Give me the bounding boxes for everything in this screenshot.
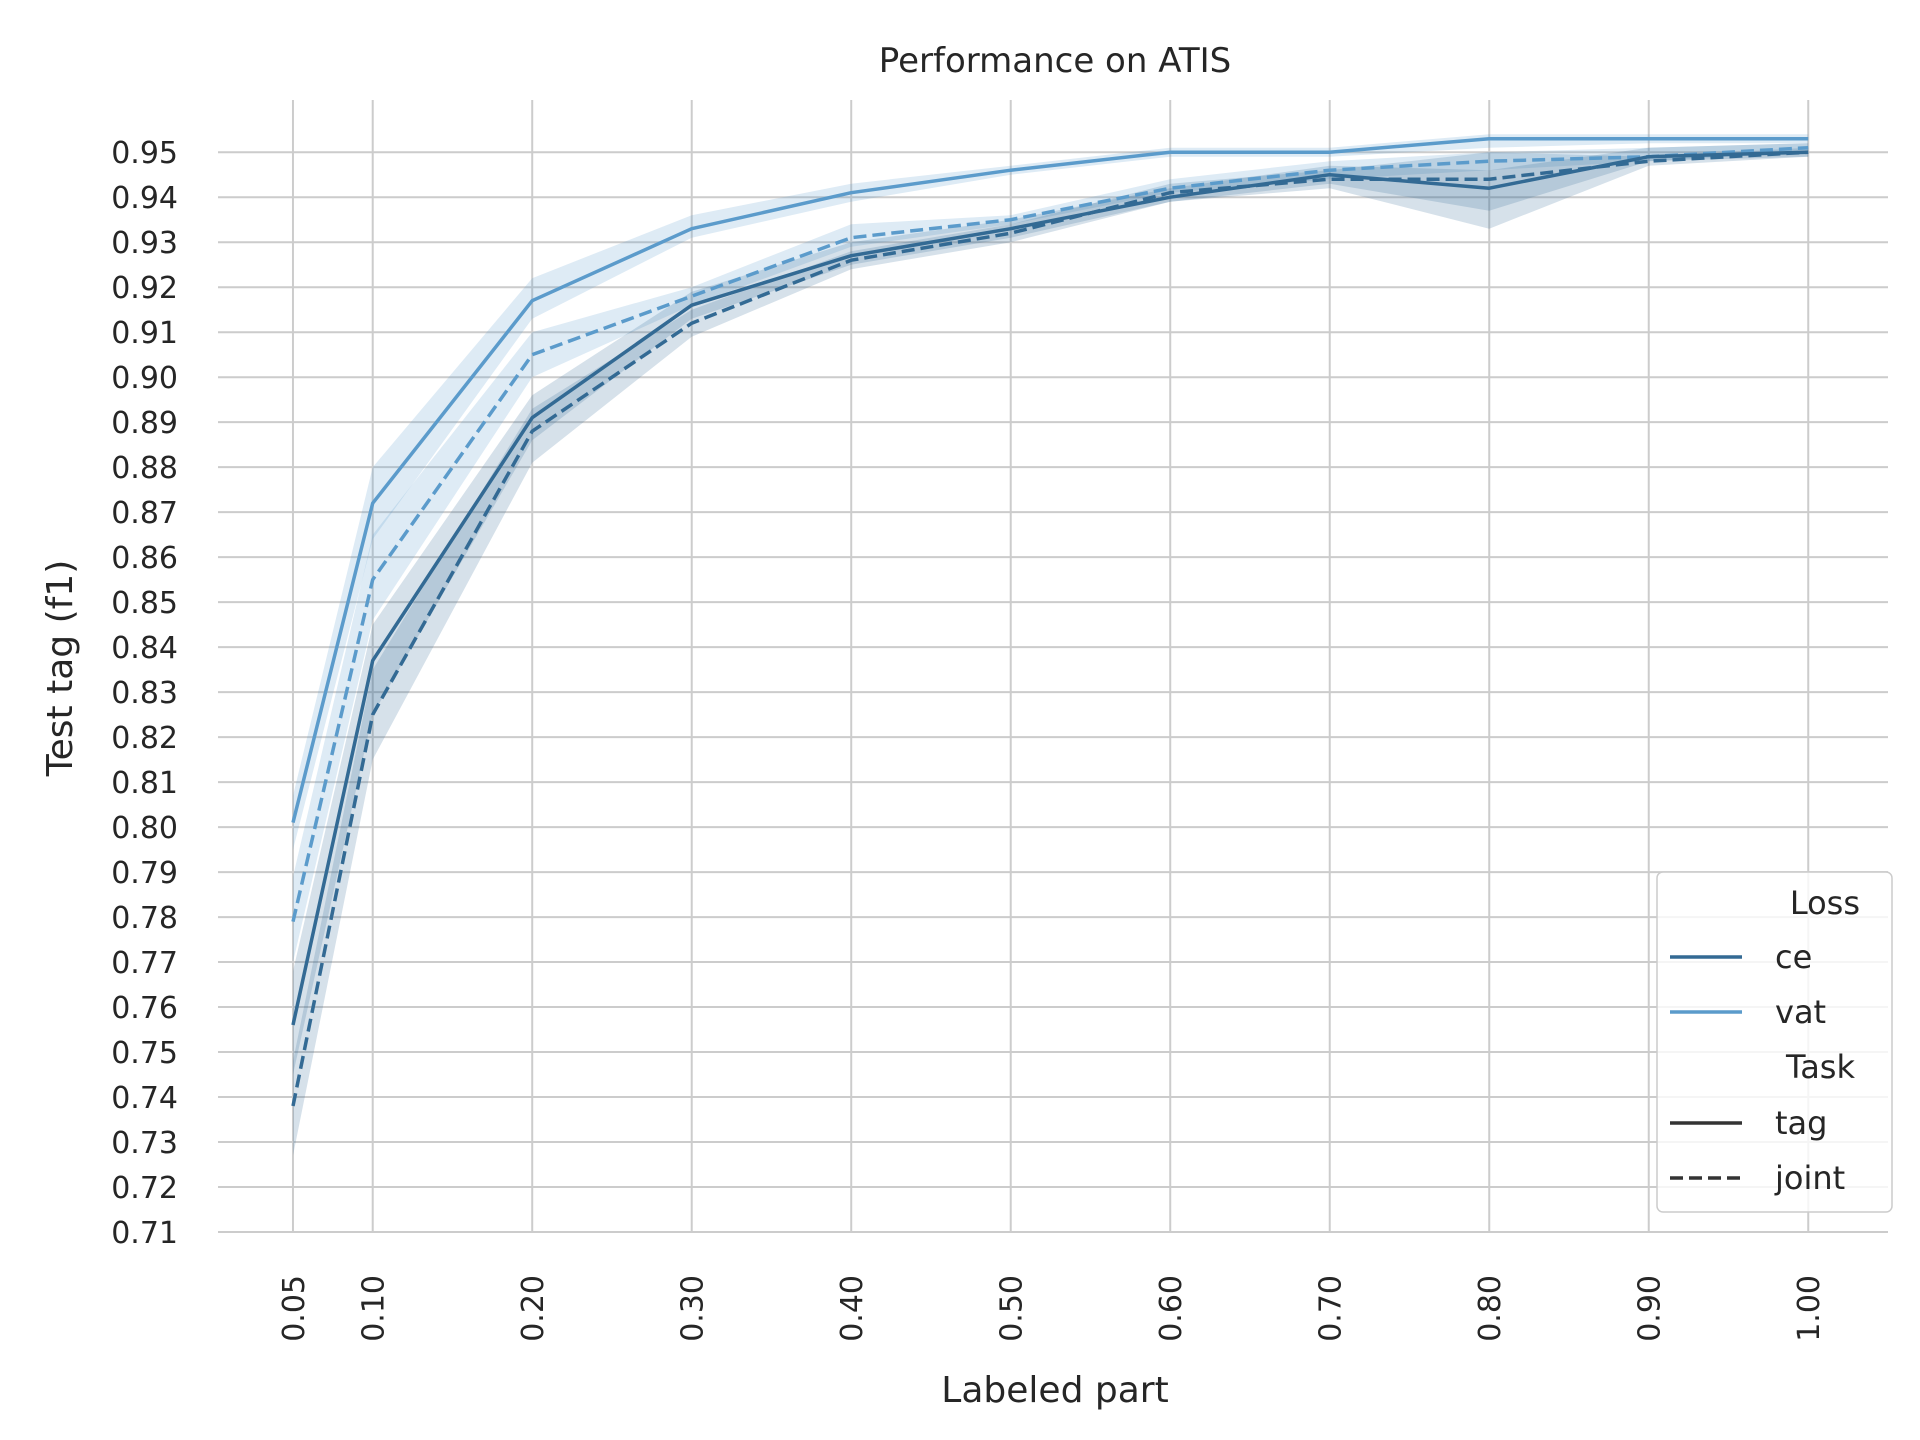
legend-title-task: Task (1785, 1048, 1856, 1086)
y-tick-label: 0.82 (111, 721, 178, 756)
y-tick-label: 0.71 (111, 1216, 178, 1251)
series-line-vat-tag (291, 136, 1809, 824)
x-tick-label: 0.05 (277, 1275, 312, 1342)
y-tick-label: 0.86 (111, 541, 178, 576)
x-tick-label: 0.70 (1314, 1275, 1349, 1342)
y-tick-label: 0.87 (111, 496, 178, 531)
series-line-ce-tag (291, 150, 1809, 1026)
x-tick-label: 0.40 (835, 1275, 870, 1342)
y-tick-label: 0.94 (111, 181, 178, 216)
x-tick-label: 0.30 (676, 1275, 711, 1342)
series-line-vat-joint (291, 145, 1809, 922)
y-tick-label: 0.74 (111, 1081, 178, 1116)
x-axis-title: Labeled part (941, 1370, 1168, 1411)
legend-label-joint: joint (1774, 1159, 1845, 1197)
x-axis-ticks: 0.05 0.10 0.20 0.30 0.40 0.50 0.60 0.70 0.80 0.90… (277, 1275, 1827, 1342)
x-tick-label: 1.00 (1792, 1275, 1827, 1342)
y-tick-label: 0.85 (111, 586, 178, 621)
y-tick-label: 0.90 (111, 361, 178, 396)
x-tick-label: 0.50 (995, 1275, 1030, 1342)
y-tick-label: 0.81 (111, 766, 178, 801)
y-tick-label: 0.91 (111, 316, 178, 351)
y-tick-label: 0.92 (111, 271, 178, 306)
y-tick-label: 0.77 (111, 946, 178, 981)
y-tick-label: 0.93 (111, 226, 178, 261)
series-lines (291, 136, 1809, 1107)
y-tick-label: 0.95 (111, 136, 178, 171)
legend-label-vat: vat (1775, 993, 1826, 1031)
y-tick-label: 0.78 (111, 901, 178, 936)
y-tick-label: 0.89 (111, 406, 178, 441)
y-tick-label: 0.72 (111, 1171, 178, 1206)
chart-title: Performance on ATIS (879, 41, 1231, 81)
y-tick-label: 0.73 (111, 1126, 178, 1161)
x-tick-label: 0.90 (1633, 1275, 1668, 1342)
band-vat-joint (293, 143, 1809, 963)
y-tick-label: 0.79 (111, 856, 178, 891)
x-tick-label: 0.20 (516, 1275, 551, 1342)
legend: Loss ce vat Task tag joint (1656, 871, 1893, 1213)
y-tick-label: 0.75 (111, 1036, 178, 1071)
x-tick-label: 0.80 (1473, 1275, 1508, 1342)
series-line-ce-joint (291, 150, 1809, 1107)
band-ce-tag (293, 143, 1809, 1075)
y-tick-label: 0.76 (111, 991, 178, 1026)
legend-label-ce: ce (1775, 938, 1812, 976)
y-axis-ticks: 0.71 0.72 0.73 0.74 0.75 0.76 0.77 0.78 0.79 0.80… (111, 136, 178, 1251)
y-tick-label: 0.80 (111, 811, 178, 846)
x-tick-label: 0.10 (357, 1275, 392, 1342)
y-tick-label: 0.84 (111, 631, 178, 666)
legend-title-loss: Loss (1790, 884, 1860, 922)
y-axis-title: Test tag (f1) (40, 560, 81, 777)
y-tick-label: 0.88 (111, 451, 178, 486)
x-tick-label: 0.60 (1154, 1275, 1189, 1342)
y-tick-label: 0.83 (111, 676, 178, 711)
legend-label-tag: tag (1775, 1104, 1827, 1142)
grid (218, 100, 1888, 1233)
